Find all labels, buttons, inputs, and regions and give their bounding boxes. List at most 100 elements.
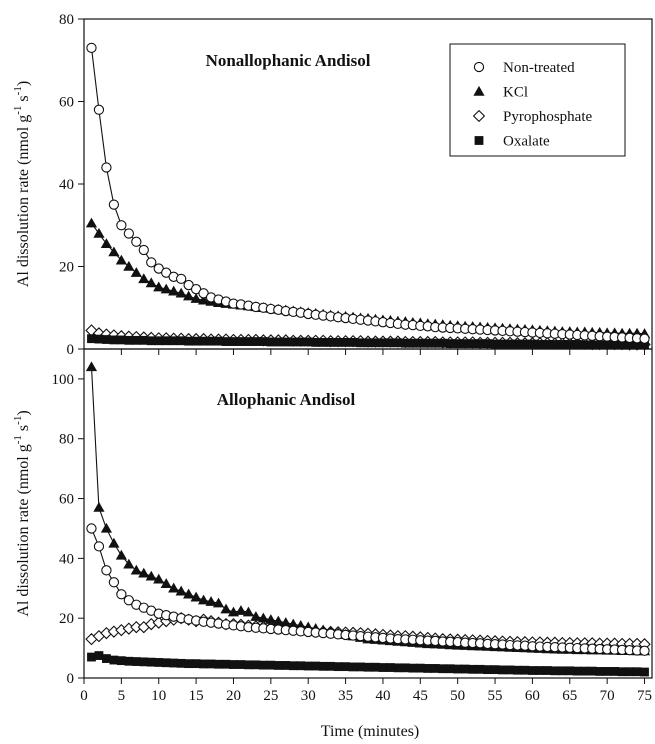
data-point <box>348 338 358 347</box>
data-point <box>160 578 172 588</box>
x-tick-label: 70 <box>600 688 615 704</box>
data-point <box>161 658 171 668</box>
data-point <box>265 614 277 624</box>
data-point <box>109 335 119 345</box>
data-point <box>199 659 208 669</box>
x-tick-label: 20 <box>226 688 241 704</box>
data-point <box>475 339 485 349</box>
data-point <box>183 290 195 301</box>
data-point <box>483 339 492 349</box>
data-point <box>124 656 134 666</box>
data-point <box>184 659 194 669</box>
data-point <box>123 228 134 239</box>
x-tick-label: 5 <box>118 688 126 704</box>
data-point <box>214 336 223 346</box>
y-tick-label: 80 <box>59 432 74 448</box>
data-point <box>205 596 217 606</box>
data-point <box>175 287 187 298</box>
data-point <box>438 664 448 674</box>
data-point <box>557 666 567 676</box>
data-point <box>460 339 470 349</box>
data-point <box>535 666 545 675</box>
x-axis-title: Time (minutes) <box>321 723 420 740</box>
data-point <box>108 199 120 210</box>
data-point <box>123 260 135 271</box>
data-point <box>475 664 485 674</box>
y-axis-title-part: ) <box>15 410 32 415</box>
data-point <box>281 661 291 670</box>
data-point <box>206 336 216 346</box>
data-point <box>490 339 500 349</box>
data-point <box>296 337 306 347</box>
data-point <box>430 338 440 348</box>
data-point <box>176 336 186 346</box>
data-point <box>423 664 433 673</box>
x-tick-label: 50 <box>450 688 465 704</box>
data-point <box>199 336 208 346</box>
data-point <box>87 334 96 344</box>
x-tick-label: 65 <box>562 688 577 704</box>
panel-bottom: 0 20 40 60 80 100 0 5 10 15 20 25 30 35 40 45 50 55 60 65 70… <box>12 348 653 704</box>
data-point <box>356 338 365 348</box>
series-oxalate <box>87 651 649 677</box>
data-point <box>625 667 634 677</box>
data-point <box>520 665 530 675</box>
data-point <box>244 660 253 670</box>
data-point <box>326 338 336 347</box>
data-point <box>115 549 127 560</box>
data-point <box>557 340 567 349</box>
data-point <box>93 104 105 115</box>
data-point <box>93 541 105 552</box>
series-oxalate <box>87 334 649 350</box>
data-point <box>363 662 373 672</box>
data-point <box>102 335 111 344</box>
data-point <box>273 337 283 347</box>
data-point <box>528 666 537 675</box>
data-point <box>303 337 313 347</box>
data-point <box>602 667 612 676</box>
data-point <box>258 660 268 670</box>
x-tick-label: 60 <box>525 688 540 704</box>
data-point <box>131 657 141 666</box>
data-point <box>639 333 650 344</box>
data-point <box>280 617 292 627</box>
data-point <box>610 340 620 350</box>
data-point <box>326 661 336 671</box>
data-point <box>197 594 210 605</box>
legend: Non-treated KCl Pyrophosphate Oxalate <box>449 43 626 157</box>
data-point <box>393 663 403 673</box>
x-tick-label: 25 <box>263 688 278 704</box>
data-point <box>100 522 113 533</box>
data-point <box>168 285 180 296</box>
data-point <box>587 340 597 350</box>
data-point <box>102 654 111 663</box>
data-point <box>640 340 649 350</box>
data-point <box>184 336 194 346</box>
data-point <box>378 338 388 348</box>
data-point <box>153 281 165 292</box>
data-point <box>130 564 142 575</box>
data-point <box>131 236 142 247</box>
y-axis-title-superscript: -1 <box>12 416 24 425</box>
x-tick-label: 0 <box>80 688 88 704</box>
data-point <box>595 667 605 676</box>
data-point <box>572 340 582 349</box>
data-point <box>348 662 358 672</box>
data-point <box>138 244 149 256</box>
data-point <box>220 603 232 614</box>
data-point <box>453 664 463 674</box>
x-tick-label: 35 <box>338 688 353 704</box>
data-point <box>400 338 410 348</box>
data-point <box>115 254 127 265</box>
panel-title: Nonallophanic Andisol <box>206 51 371 70</box>
data-point <box>498 339 507 349</box>
data-point <box>513 339 522 349</box>
data-point <box>542 666 552 675</box>
data-point <box>639 645 650 656</box>
data-point <box>214 659 223 669</box>
data-point <box>572 666 582 676</box>
data-point <box>266 337 276 347</box>
data-point <box>190 591 202 602</box>
x-tick-label: 75 <box>637 688 652 704</box>
y-tick-label: 40 <box>59 551 74 567</box>
